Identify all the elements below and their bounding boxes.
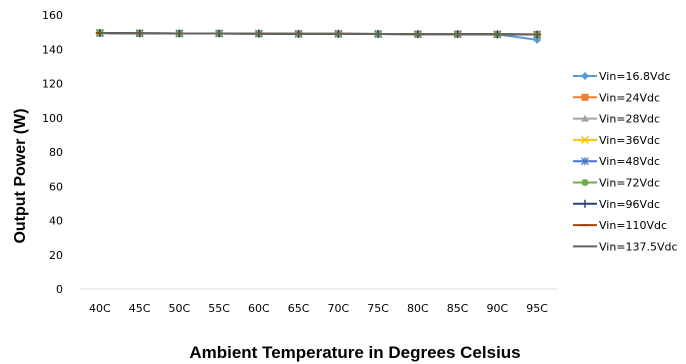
x-tick-label: 40C xyxy=(89,302,111,315)
series-Vin=137.5Vdc xyxy=(99,31,538,36)
x-tick-label: 90C xyxy=(487,302,509,315)
legend-marker xyxy=(581,93,589,101)
legend-label: Vin=72Vdc xyxy=(599,177,660,190)
legend-item: Vin=72Vdc xyxy=(573,177,660,190)
y-tick-label: 160 xyxy=(42,9,63,22)
x-tick-label: 70C xyxy=(328,302,350,315)
legend-marker xyxy=(581,157,589,166)
legend-label: Vin=16.8Vdc xyxy=(599,70,671,83)
legend-item: Vin=137.5Vdc xyxy=(573,240,678,253)
x-axis-ticks: 40C 45C 50C 55C 60C 65C 70C 75C 80C 85C 90C 95C xyxy=(89,302,548,315)
y-axis-title: Output Power (W) xyxy=(12,108,29,243)
y-tick-label: 120 xyxy=(42,78,63,91)
y-tick-label: 140 xyxy=(42,43,63,56)
legend-label: Vin=137.5Vdc xyxy=(599,240,678,253)
series-layer xyxy=(95,28,542,44)
legend-label: Vin=28Vdc xyxy=(599,113,660,126)
y-tick-label: 40 xyxy=(49,215,63,228)
legend-marker xyxy=(581,179,589,186)
legend-marker xyxy=(581,72,589,80)
legend-item: Vin=110Vdc xyxy=(573,219,667,232)
x-axis-title: Ambient Temperature in Degrees Celsius xyxy=(189,343,520,362)
legend: Vin=16.8Vdc Vin=24Vdc Vin=28Vdc Vin=36Vdc Vi… xyxy=(573,70,678,253)
y-tick-label: 100 xyxy=(42,112,63,125)
legend-label: Vin=96Vdc xyxy=(599,198,660,211)
legend-label: Vin=24Vdc xyxy=(599,91,660,104)
legend-label: Vin=36Vdc xyxy=(599,134,660,147)
legend-item: Vin=48Vdc xyxy=(573,155,660,168)
series-Vin=16.8Vdc xyxy=(95,28,542,44)
legend-item: Vin=28Vdc xyxy=(573,113,660,126)
x-tick-label: 45C xyxy=(129,302,151,315)
legend-label: Vin=110Vdc xyxy=(599,219,667,232)
y-tick-label: 80 xyxy=(49,146,63,159)
legend-item: Vin=16.8Vdc xyxy=(573,70,671,83)
x-tick-label: 75C xyxy=(367,302,389,315)
legend-item: Vin=36Vdc xyxy=(573,134,660,147)
legend-marker xyxy=(581,199,589,208)
x-tick-label: 60C xyxy=(248,302,270,315)
y-tick-label: 60 xyxy=(49,180,63,193)
y-tick-label: 0 xyxy=(56,283,63,296)
x-tick-label: 65C xyxy=(288,302,310,315)
x-tick-label: 50C xyxy=(169,302,191,315)
legend-label: Vin=48Vdc xyxy=(599,155,660,168)
x-tick-label: 80C xyxy=(407,302,429,315)
legend-item: Vin=96Vdc xyxy=(573,198,660,211)
y-tick-label: 20 xyxy=(49,249,63,262)
series-line xyxy=(99,31,538,36)
x-tick-label: 55C xyxy=(208,302,230,315)
legend-item: Vin=24Vdc xyxy=(573,91,660,104)
legend-marker xyxy=(581,114,589,122)
x-tick-label: 95C xyxy=(526,302,548,315)
y-axis-ticks: 0 20 40 60 80 100 120 140 160 xyxy=(42,9,63,296)
x-tick-label: 85C xyxy=(447,302,469,315)
legend-marker xyxy=(580,135,590,144)
